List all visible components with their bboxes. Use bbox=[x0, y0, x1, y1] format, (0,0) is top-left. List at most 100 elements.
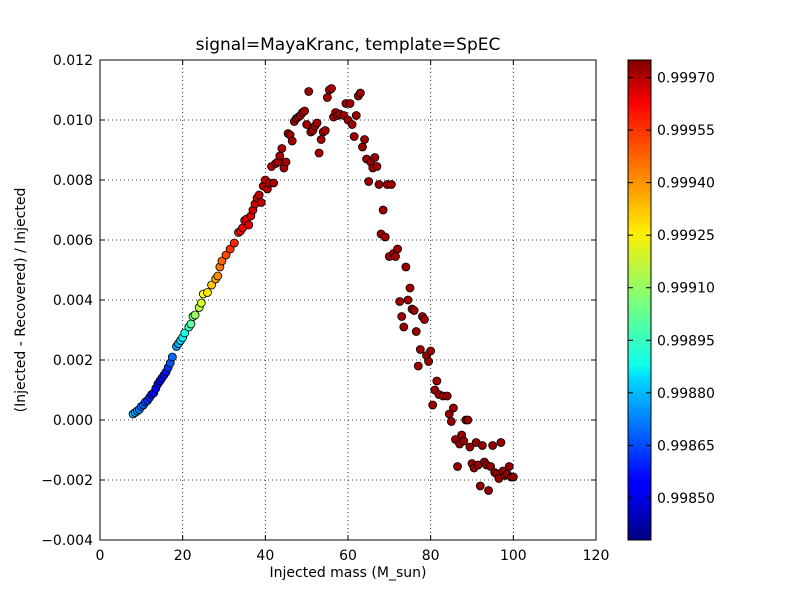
data-point bbox=[397, 312, 407, 321]
data-point bbox=[413, 361, 423, 371]
y-tick-label: 0.004 bbox=[53, 293, 93, 309]
y-tick-label: −0.002 bbox=[41, 473, 93, 489]
y-tick-label: 0.002 bbox=[53, 353, 93, 369]
grid-lines bbox=[100, 60, 596, 540]
data-point bbox=[463, 415, 473, 425]
y-axis-label: (Injected - Recovered) / Injected bbox=[13, 188, 29, 413]
data-point bbox=[409, 306, 419, 315]
colorbar-tick-label: 0.99910 bbox=[657, 281, 715, 297]
data-point bbox=[442, 391, 452, 401]
colorbar-tick-label: 0.99925 bbox=[657, 228, 715, 244]
data-point bbox=[405, 283, 415, 293]
data-point bbox=[424, 357, 434, 366]
data-point bbox=[358, 142, 367, 152]
data-point bbox=[287, 136, 297, 146]
data-point bbox=[196, 298, 206, 308]
data-point bbox=[355, 88, 365, 98]
data-point bbox=[275, 151, 285, 161]
data-point bbox=[322, 93, 332, 102]
data-point bbox=[221, 250, 231, 260]
data-point bbox=[327, 84, 336, 93]
data-point bbox=[380, 232, 390, 242]
data-point bbox=[391, 252, 400, 261]
data-point bbox=[374, 180, 384, 189]
data-point bbox=[484, 486, 493, 495]
x-tick-label: 100 bbox=[500, 548, 527, 564]
data-point bbox=[225, 244, 235, 254]
y-tick-label: 0.000 bbox=[53, 413, 93, 429]
data-point bbox=[401, 262, 411, 272]
data-point bbox=[304, 87, 314, 96]
data-point bbox=[345, 99, 355, 108]
colorbar-tick-label: 0.99955 bbox=[657, 123, 715, 139]
data-point bbox=[486, 462, 496, 471]
x-axis-ticks: 0 20 40 60 80 100 120 bbox=[96, 60, 609, 564]
data-point bbox=[217, 256, 227, 266]
data-point bbox=[459, 436, 469, 446]
data-point bbox=[277, 144, 287, 153]
scatter-points bbox=[128, 84, 518, 495]
data-point bbox=[465, 442, 475, 452]
data-point bbox=[349, 132, 359, 141]
data-point bbox=[386, 180, 396, 189]
colorbar-tick-label: 0.99850 bbox=[657, 491, 715, 507]
colorbar-tick-label: 0.99865 bbox=[657, 438, 715, 454]
x-tick-label: 60 bbox=[339, 548, 357, 564]
data-point bbox=[300, 106, 310, 116]
y-tick-label: 0.006 bbox=[53, 233, 93, 249]
chart-title: signal=MayaKranc, template=SpEC bbox=[196, 35, 501, 55]
data-point bbox=[428, 400, 438, 410]
data-point bbox=[496, 438, 506, 447]
colorbar-tick-label: 0.99970 bbox=[657, 71, 715, 87]
data-point bbox=[370, 153, 380, 162]
data-point bbox=[426, 346, 436, 356]
data-point bbox=[229, 238, 239, 248]
x-tick-label: 0 bbox=[96, 548, 105, 564]
data-point bbox=[186, 319, 196, 329]
data-point bbox=[477, 441, 487, 450]
colorbar-tick-label: 0.99940 bbox=[657, 176, 715, 192]
data-point bbox=[269, 178, 279, 188]
colorbar bbox=[627, 59, 652, 541]
data-point bbox=[504, 462, 514, 471]
data-point bbox=[378, 205, 388, 215]
y-axis-ticks: −0.004 −0.002 0.000 0.002 0.004 0.006 0.008 0.0… bbox=[41, 53, 596, 549]
data-point bbox=[256, 198, 266, 207]
data-point bbox=[488, 441, 498, 450]
data-point bbox=[302, 120, 312, 129]
x-tick-label: 80 bbox=[422, 548, 440, 564]
data-point bbox=[244, 220, 254, 230]
data-point bbox=[415, 345, 425, 354]
y-tick-label: 0.008 bbox=[53, 173, 93, 189]
data-point bbox=[351, 111, 361, 120]
data-point bbox=[420, 315, 429, 324]
data-point bbox=[312, 118, 322, 128]
data-point bbox=[403, 295, 413, 305]
colorbar-ticks: 0.99850 0.99865 0.99880 0.99895 0.99910 0.999… bbox=[628, 71, 715, 507]
y-tick-label: 0.012 bbox=[53, 53, 93, 69]
data-point bbox=[399, 322, 409, 332]
data-point bbox=[320, 126, 330, 135]
data-point bbox=[207, 280, 217, 290]
colorbar-tick-label: 0.99895 bbox=[657, 333, 715, 349]
data-point bbox=[364, 177, 374, 186]
data-point bbox=[448, 403, 458, 413]
data-point bbox=[254, 190, 264, 200]
data-point bbox=[316, 135, 326, 144]
data-point bbox=[281, 157, 291, 167]
data-point bbox=[453, 462, 462, 471]
x-tick-label: 40 bbox=[256, 548, 274, 564]
data-point bbox=[180, 328, 190, 338]
data-point bbox=[393, 244, 403, 254]
data-point bbox=[167, 352, 177, 362]
y-tick-label: 0.010 bbox=[53, 113, 93, 129]
data-point bbox=[372, 162, 382, 171]
data-point bbox=[347, 120, 357, 129]
data-point bbox=[508, 472, 518, 482]
data-point bbox=[446, 417, 456, 426]
x-tick-label: 20 bbox=[174, 548, 192, 564]
y-tick-label: −0.004 bbox=[41, 533, 93, 549]
data-point bbox=[314, 148, 324, 158]
data-point bbox=[475, 481, 485, 491]
data-point bbox=[360, 135, 369, 144]
